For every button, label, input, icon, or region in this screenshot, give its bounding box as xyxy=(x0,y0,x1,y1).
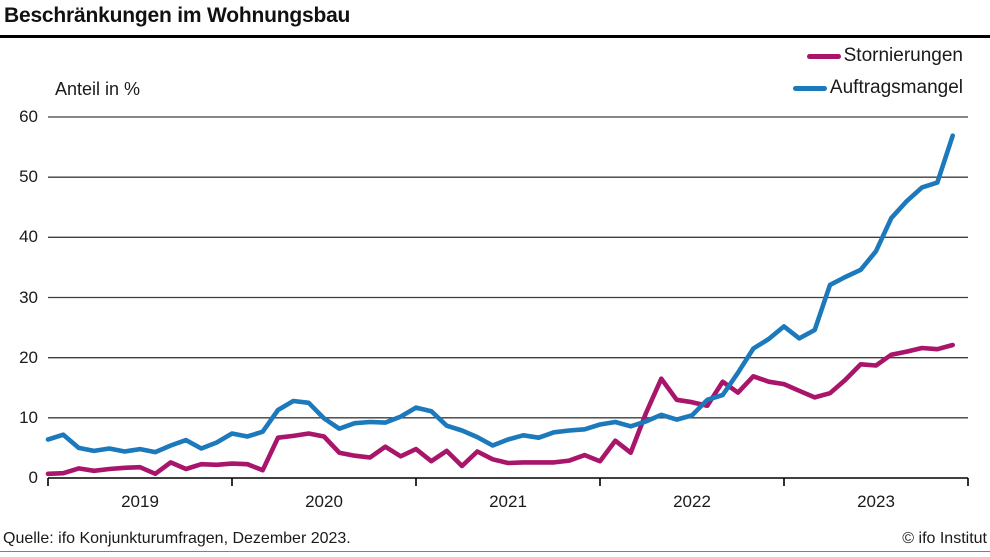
series-line-auftragsmangel xyxy=(45,133,956,455)
copyright-note: © ifo Institut xyxy=(902,530,987,547)
series-line-stornierungen xyxy=(45,342,956,477)
bottom-divider xyxy=(0,551,990,552)
stornierungen-line-swatch xyxy=(806,53,841,59)
page-title: Beschränkungen im Wohnungsbau xyxy=(4,4,351,27)
y-tick-label-10: 10 xyxy=(19,407,38,427)
title-underline xyxy=(0,35,990,38)
x-tick-label-2021: 2021 xyxy=(489,492,527,511)
chart-legend: Stornierungen Auftragsmangel xyxy=(792,44,963,100)
y-tick-label-40: 40 xyxy=(19,227,38,247)
y-tick-label-0: 0 xyxy=(28,468,38,487)
legend-label: Stornierungen xyxy=(843,45,963,66)
legend-item-stornierungen: Stornierungen xyxy=(806,44,963,68)
auftragsmangel-line-swatch xyxy=(792,85,827,91)
x-tick-label-2020: 2020 xyxy=(305,492,343,511)
x-tick-label-2019: 2019 xyxy=(121,492,159,511)
y-tick-label-30: 30 xyxy=(19,287,38,307)
y-axis-unit-label: Anteil in % xyxy=(55,79,141,99)
legend-item-auftragsmangel: Auftragsmangel xyxy=(792,76,963,100)
y-tick-label-50: 50 xyxy=(19,167,38,187)
source-note: Quelle: ifo Konjunkturumfragen, Dezember… xyxy=(3,530,351,547)
y-tick-label-20: 20 xyxy=(19,347,38,367)
x-tick-label-2023: 2023 xyxy=(857,492,895,511)
y-tick-label-60: 60 xyxy=(19,107,38,126)
x-tick-label-2022: 2022 xyxy=(673,492,711,511)
legend-label: Auftragsmangel xyxy=(829,77,963,98)
